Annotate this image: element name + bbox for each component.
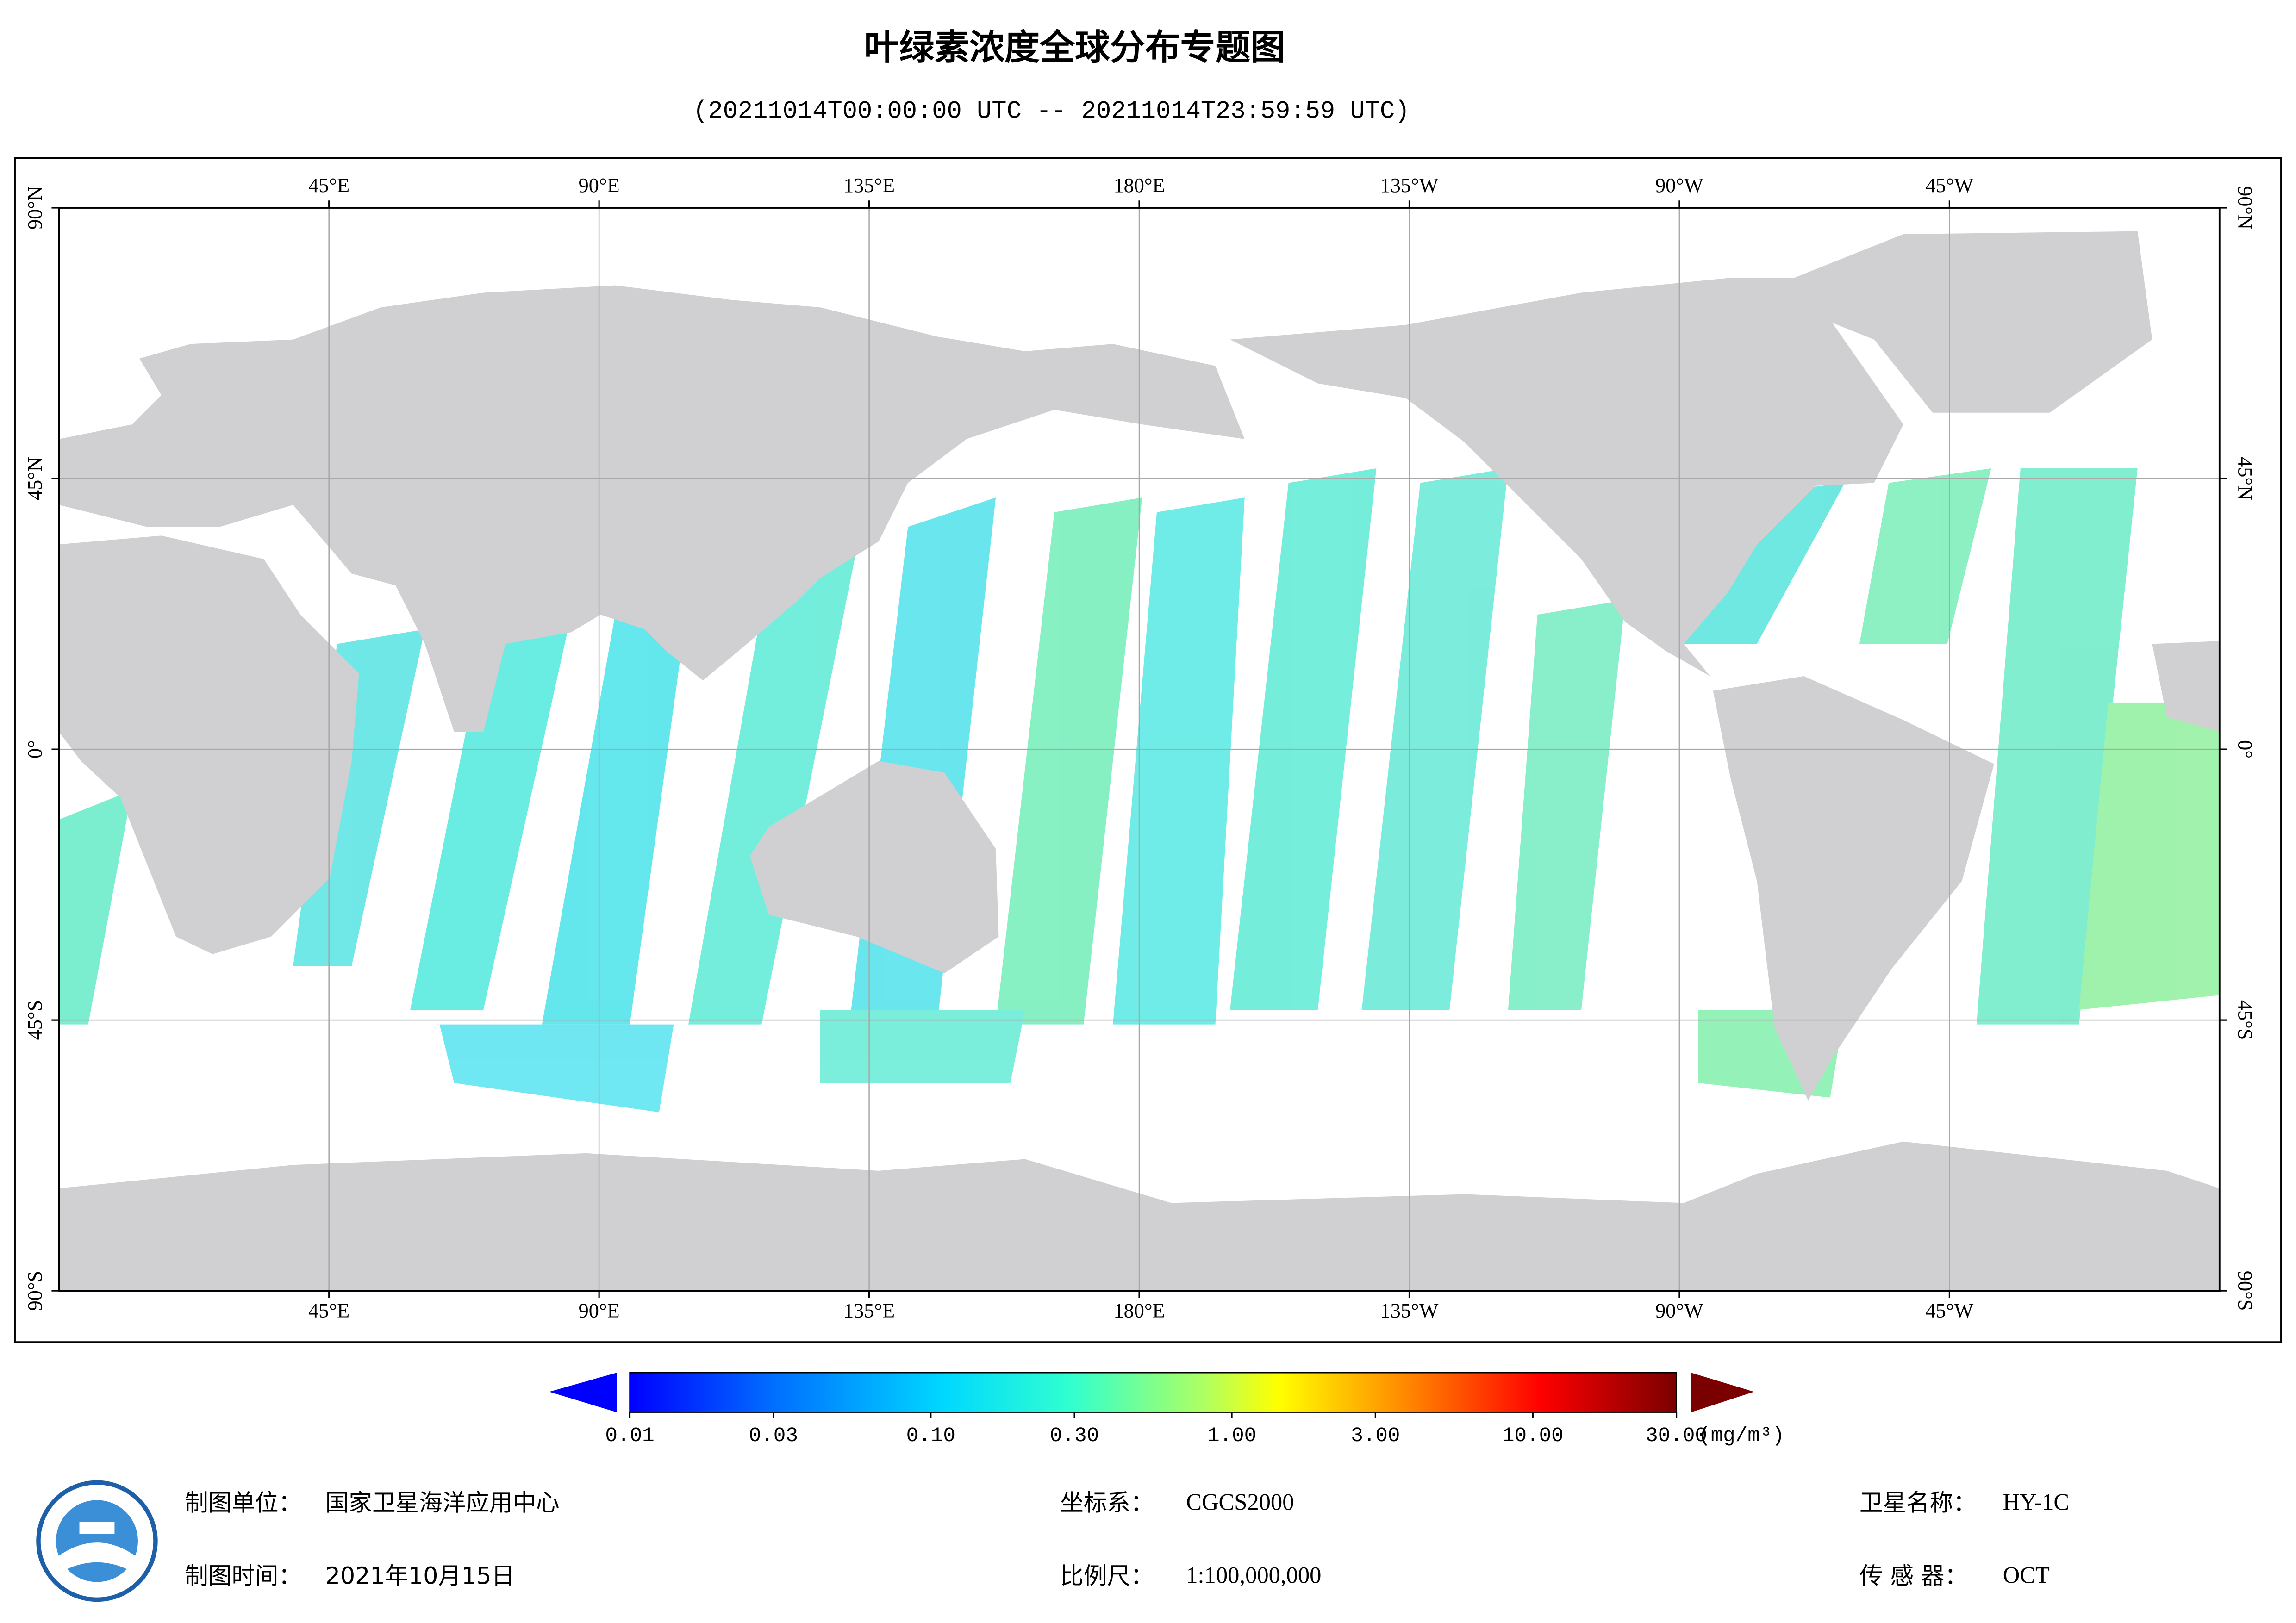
lat-label-left: 0° (24, 740, 46, 759)
chlorophyll-swaths (59, 468, 2220, 1113)
lon-label-top: 45°E (308, 174, 349, 197)
date-value: 2021年10月15日 (325, 1562, 515, 1589)
sensor-label: 传 感 器： (1859, 1562, 1968, 1589)
lon-label-bottom: 45°E (308, 1300, 349, 1322)
colorbar (629, 1372, 1677, 1413)
lat-label-left: 45°N (24, 457, 46, 500)
lon-label-top: 135°W (1380, 174, 1439, 197)
lon-label-bottom: 135°W (1380, 1300, 1439, 1322)
scale-label: 比例尺： (1060, 1562, 1154, 1589)
lon-label-top: 90°E (579, 174, 620, 197)
satellite-label: 卫星名称： (1859, 1489, 1977, 1516)
lon-label-bottom: 90°E (579, 1300, 620, 1322)
colorbar-tick-label: 3.00 (1351, 1424, 1400, 1448)
lon-label-top: 180°E (1113, 174, 1165, 197)
colorbar-unit: (mg/m³) (1698, 1424, 1784, 1448)
lon-label-top: 135°E (843, 174, 895, 197)
colorbar-over-arrow (1691, 1373, 1754, 1412)
lat-label-left: 45°S (24, 1000, 46, 1040)
lat-label-left: 90°N (24, 186, 46, 230)
date-label: 制图时间： (185, 1562, 302, 1589)
map-frame (14, 157, 2282, 1343)
colorbar-tick-label: 30.00 (1646, 1424, 1707, 1448)
sensor-value: OCT (2003, 1562, 2050, 1588)
satellite-value: HY-1C (2003, 1489, 2069, 1515)
colorbar-tick-label: 0.10 (906, 1424, 955, 1448)
colorbar-tick-label: 10.00 (1502, 1424, 1564, 1448)
producer-label: 制图单位： (185, 1489, 302, 1516)
lat-label-left: 90°S (24, 1271, 46, 1311)
subtitle: (20211014T00:00:00 UTC -- 20211014T23:59… (693, 98, 1410, 126)
lon-label-bottom: 135°E (843, 1300, 895, 1322)
colorbar-tick-label: 1.00 (1207, 1424, 1256, 1448)
lat-label-right: 45°S (2234, 1000, 2256, 1040)
colorbar-under-arrow (549, 1373, 617, 1412)
lon-label-bottom: 45°W (1925, 1300, 1973, 1322)
producer-value: 国家卫星海洋应用中心 (325, 1489, 560, 1516)
lon-label-top: 45°W (1925, 174, 1973, 197)
lat-label-right: 90°S (2234, 1271, 2256, 1311)
lon-label-bottom: 180°E (1113, 1300, 1165, 1322)
lat-label-right: 90°N (2234, 186, 2256, 230)
title: 叶绿素浓度全球分布专题图 (864, 27, 1286, 68)
colorbar-tick-label: 0.01 (605, 1424, 654, 1448)
colorbar-tick-label: 0.30 (1050, 1424, 1099, 1448)
colorbar-tick-label: 0.03 (749, 1424, 798, 1448)
crs-value: CGCS2000 (1186, 1489, 1294, 1515)
scale-value: 1:100,000,000 (1186, 1562, 1321, 1588)
lat-label-right: 45°N (2234, 457, 2256, 500)
logo (36, 1480, 158, 1602)
lat-label-right: 0° (2234, 740, 2256, 759)
lon-label-bottom: 90°W (1655, 1300, 1703, 1322)
lon-label-top: 90°W (1655, 174, 1703, 197)
crs-label: 坐标系： (1060, 1489, 1154, 1516)
